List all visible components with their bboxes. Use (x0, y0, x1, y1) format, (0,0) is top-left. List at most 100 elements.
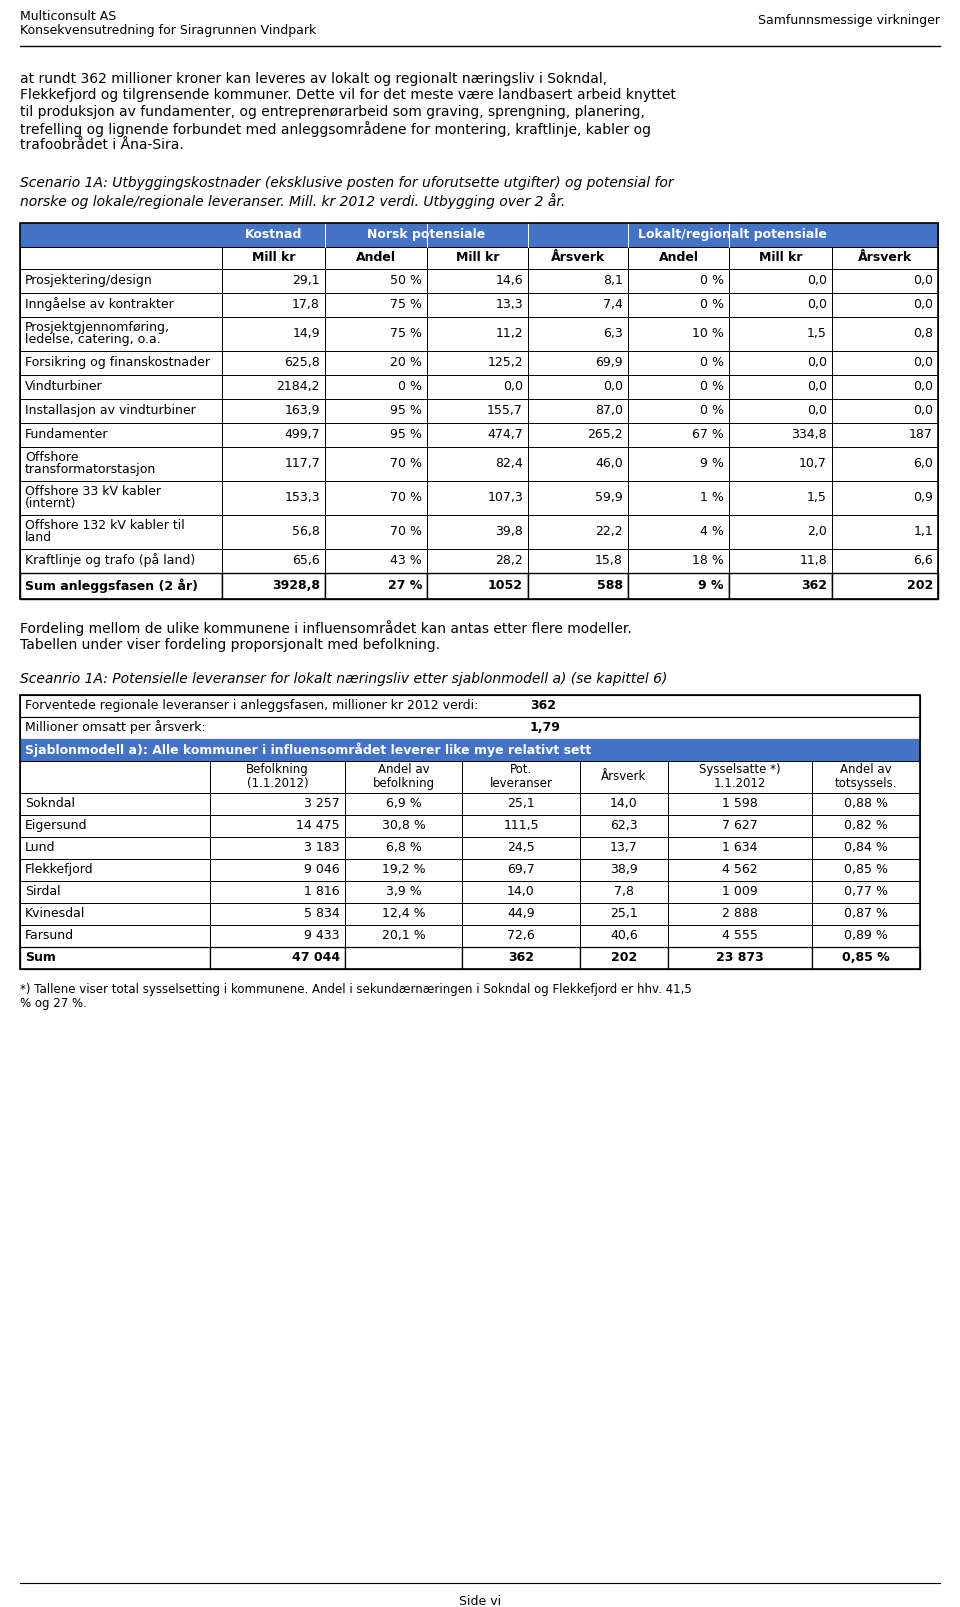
Text: 6,0: 6,0 (913, 456, 933, 469)
Bar (20, 881, 210, 903)
Text: 0,82 %: 0,82 % (844, 820, 888, 832)
Text: 362: 362 (508, 951, 534, 964)
Text: 44,9: 44,9 (507, 906, 535, 919)
Bar (325, 317, 427, 350)
Bar (580, 903, 668, 924)
Bar (462, 815, 580, 837)
Bar (345, 837, 462, 858)
Text: 1 009: 1 009 (722, 885, 757, 898)
Text: ledelse, catering, o.a.: ledelse, catering, o.a. (25, 333, 160, 346)
Text: 2184,2: 2184,2 (276, 379, 320, 394)
Bar (20, 760, 210, 792)
Text: 499,7: 499,7 (284, 427, 320, 440)
Text: Befolkning: Befolkning (246, 763, 309, 776)
Bar (462, 837, 580, 858)
Bar (20, 514, 222, 548)
Bar (580, 760, 668, 792)
Bar (20, 837, 210, 858)
Bar (210, 792, 345, 815)
Bar (427, 317, 528, 350)
Text: Kostnad: Kostnad (245, 228, 302, 241)
Text: 111,5: 111,5 (503, 820, 539, 832)
Text: 40,6: 40,6 (611, 929, 637, 942)
Bar (628, 317, 729, 350)
Text: Lund: Lund (25, 840, 56, 853)
Bar (628, 572, 729, 598)
Text: Mill kr: Mill kr (252, 251, 296, 264)
Bar (729, 423, 832, 447)
Bar (20, 268, 222, 292)
Text: Samfunnsmessige virkninger: Samfunnsmessige virkninger (758, 14, 940, 27)
Bar (210, 858, 345, 881)
Bar (427, 447, 528, 480)
Text: *) Tallene viser total sysselsetting i kommunene. Andel i sekundærnæringen i Sok: *) Tallene viser total sysselsetting i k… (20, 982, 692, 995)
Text: 20 %: 20 % (390, 357, 422, 370)
Text: 0 %: 0 % (700, 357, 724, 370)
Bar (462, 881, 580, 903)
Text: Fundamenter: Fundamenter (25, 427, 108, 440)
Text: 0,87 %: 0,87 % (844, 906, 888, 919)
Bar (20, 903, 210, 924)
Bar (222, 399, 325, 423)
Text: 38,9: 38,9 (611, 863, 637, 876)
Bar (668, 881, 812, 903)
Text: 0,0: 0,0 (913, 297, 933, 312)
Bar (222, 447, 325, 480)
Bar (20, 222, 222, 246)
Text: 25,1: 25,1 (611, 906, 637, 919)
Bar (580, 858, 668, 881)
Bar (462, 903, 580, 924)
Text: 117,7: 117,7 (284, 456, 320, 469)
Text: 5 834: 5 834 (304, 906, 340, 919)
Bar (20, 572, 222, 598)
Bar (462, 792, 580, 815)
Text: Multiconsult AS: Multiconsult AS (20, 10, 116, 22)
Bar (832, 350, 938, 374)
Bar (729, 268, 832, 292)
Text: 95 %: 95 % (390, 403, 422, 416)
Text: 9 433: 9 433 (304, 929, 340, 942)
Bar (628, 447, 729, 480)
Bar (812, 881, 920, 903)
Bar (325, 374, 427, 399)
Text: 69,9: 69,9 (595, 357, 623, 370)
Text: 1,5: 1,5 (807, 492, 827, 505)
Bar (20, 423, 222, 447)
Bar (20, 447, 222, 480)
Bar (528, 374, 628, 399)
Text: 14,0: 14,0 (507, 885, 535, 898)
Text: 1,1: 1,1 (913, 525, 933, 538)
Text: Prosjektgjennomføring,: Prosjektgjennomføring, (25, 321, 170, 334)
Text: 10,7: 10,7 (799, 456, 827, 469)
Bar (427, 399, 528, 423)
Bar (729, 572, 832, 598)
Text: Tabellen under viser fordeling proporsjonalt med befolkning.: Tabellen under viser fordeling proporsjo… (20, 638, 440, 651)
Text: 0 %: 0 % (700, 275, 724, 288)
Text: 15,8: 15,8 (595, 554, 623, 567)
Bar (20, 374, 222, 399)
Text: 2,0: 2,0 (807, 525, 827, 538)
Text: til produksjon av fundamenter, og entreprenørarbeid som graving, sprengning, pla: til produksjon av fundamenter, og entrep… (20, 104, 645, 119)
Text: 334,8: 334,8 (791, 427, 827, 440)
Bar (668, 924, 812, 947)
Bar (832, 572, 938, 598)
Bar (668, 947, 812, 969)
Bar (812, 837, 920, 858)
Bar (528, 350, 628, 374)
Bar (528, 399, 628, 423)
Text: 17,8: 17,8 (292, 297, 320, 312)
Bar (628, 514, 729, 548)
Bar (668, 837, 812, 858)
Text: 19,2 %: 19,2 % (382, 863, 425, 876)
Bar (580, 881, 668, 903)
Text: 625,8: 625,8 (284, 357, 320, 370)
Bar (812, 924, 920, 947)
Text: 9 046: 9 046 (304, 863, 340, 876)
Text: 107,3: 107,3 (488, 492, 523, 505)
Bar (210, 815, 345, 837)
Text: 0,0: 0,0 (807, 275, 827, 288)
Text: land: land (25, 530, 52, 545)
Text: 20,1 %: 20,1 % (382, 929, 425, 942)
Text: 3 257: 3 257 (304, 797, 340, 810)
Text: Scenario 1A: Utbyggingskostnader (eksklusive posten for uforutsette utgifter) og: Scenario 1A: Utbyggingskostnader (eksklu… (20, 177, 674, 191)
